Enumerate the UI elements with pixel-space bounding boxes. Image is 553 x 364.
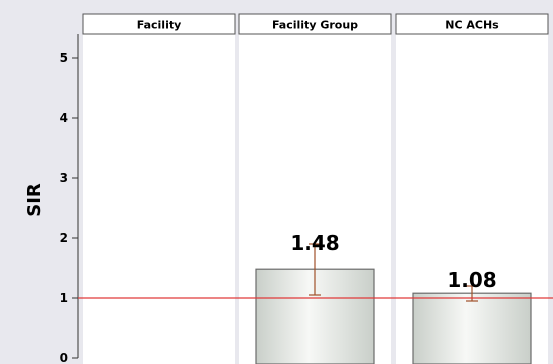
panel-facility: Facility <box>82 13 236 364</box>
panel-header <box>82 13 236 35</box>
data-labels: 1.48 1.08 <box>290 231 496 292</box>
data-label: 1.08 <box>447 268 496 292</box>
panel-header-label: Facility Group <box>272 19 358 32</box>
y-tick-label: 2 <box>60 231 68 245</box>
panel-nc-achs: NC ACHs <box>395 13 549 364</box>
panel-header-label: Facility <box>137 19 182 32</box>
y-axis: 0 1 2 3 4 5 <box>60 34 79 364</box>
y-tick-label: 4 <box>60 111 68 125</box>
panel-header <box>395 13 549 35</box>
panel-header <box>238 13 392 35</box>
y-tick-label: 3 <box>60 171 68 185</box>
panels: Facility Facility Group NC ACHs <box>82 13 549 364</box>
panel-facility-group: Facility Group <box>238 13 392 364</box>
panel-header-label: NC ACHs <box>445 19 499 32</box>
y-tick-label: 5 <box>60 51 68 65</box>
y-tick-label: 0 <box>60 351 68 364</box>
y-axis-label: SIR <box>24 183 45 217</box>
y-tick-label: 1 <box>60 291 68 305</box>
data-label: 1.48 <box>290 231 339 255</box>
panel-background <box>83 34 235 364</box>
bar <box>412 292 532 364</box>
